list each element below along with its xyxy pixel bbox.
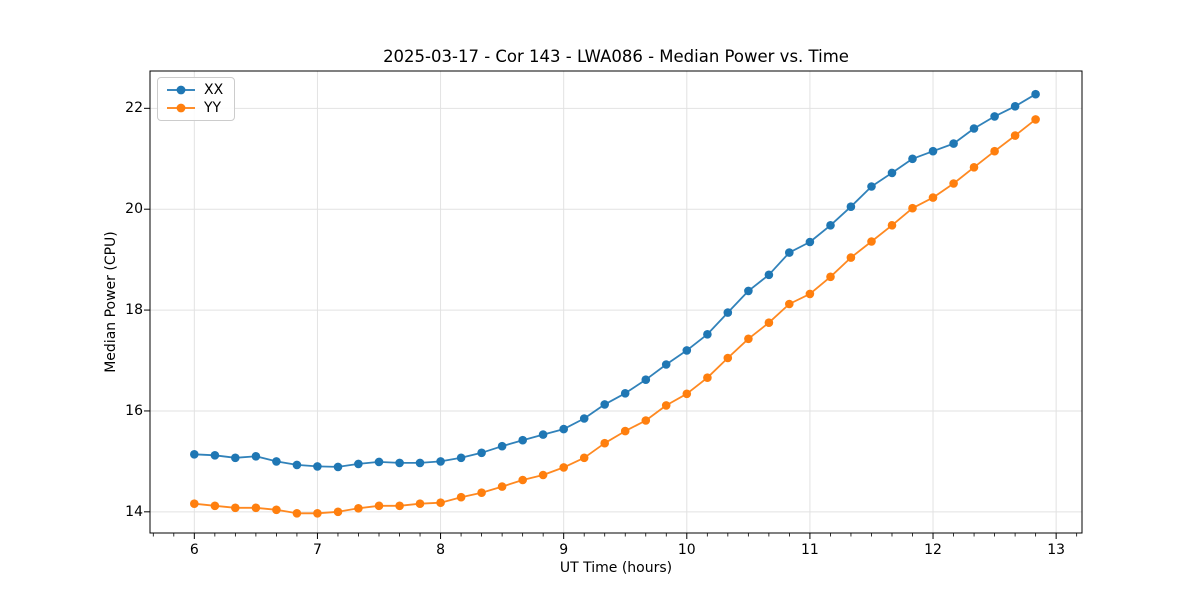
x-tick-label: 12 xyxy=(924,542,942,558)
x-tick-label: 11 xyxy=(800,542,819,558)
legend: XX YY xyxy=(157,77,236,121)
chart-title: 2025-03-17 - Cor 143 - LWA086 - Median P… xyxy=(383,47,849,66)
y-tick-label: 18 xyxy=(125,302,143,319)
y-tick-label: 20 xyxy=(125,201,143,218)
legend-item-xx: XX xyxy=(166,83,223,97)
y-tick-label: 22 xyxy=(125,100,143,117)
x-tick-label: 9 xyxy=(559,542,569,558)
x-tick-label: 13 xyxy=(1047,542,1066,558)
legend-item-yy: YY xyxy=(166,101,223,115)
legend-line-marker-yy-icon xyxy=(167,103,195,113)
y-tick-label: 14 xyxy=(125,503,143,520)
x-tick-label: 10 xyxy=(677,542,696,558)
legend-label-xx: XX xyxy=(204,82,224,98)
y-tick-label: 16 xyxy=(125,402,143,419)
x-tick-label: 6 xyxy=(189,542,199,558)
legend-line-marker-xx-icon xyxy=(167,85,195,95)
x-tick-label: 8 xyxy=(436,542,446,558)
x-tick-label: 7 xyxy=(312,542,322,558)
legend-label-yy: YY xyxy=(204,100,222,116)
x-axis-label: UT Time (hours) xyxy=(559,560,673,576)
y-axis-label: Median Power (CPU) xyxy=(103,231,119,373)
